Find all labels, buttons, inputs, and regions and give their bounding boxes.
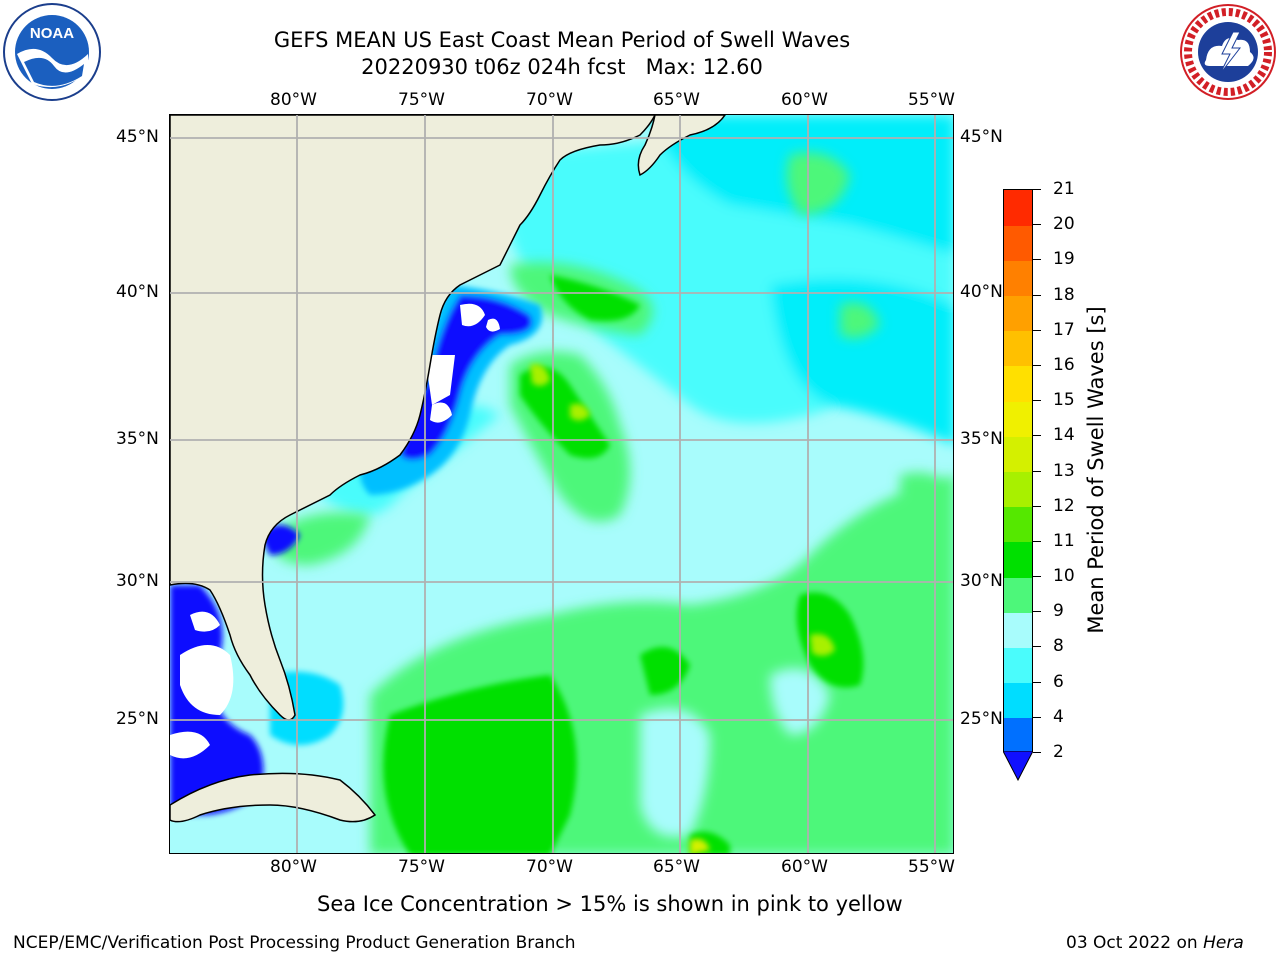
lon-label-bottom-55w: 55°W xyxy=(908,857,955,877)
swell-field-11-13s xyxy=(530,364,835,853)
colorbar-segment xyxy=(1004,330,1032,367)
lat-label-left-35n: 35°N xyxy=(116,429,159,449)
lon-label-top-55w: 55°W xyxy=(908,90,955,110)
colorbar-tick-label: 20 xyxy=(1053,214,1075,235)
colorbar-tick-label: 9 xyxy=(1053,601,1064,622)
sea-ice-note: Sea Ice Concentration > 15% is shown in … xyxy=(317,892,903,916)
colorbar-tick-label: 12 xyxy=(1053,495,1075,516)
colorbar-segment xyxy=(1004,260,1032,297)
lon-label-bottom-65w: 65°W xyxy=(653,857,700,877)
colorbar-tick xyxy=(1033,470,1041,472)
colorbar-tick xyxy=(1033,646,1041,648)
lat-label-left-30n: 30°N xyxy=(116,571,159,591)
lat-label-left-25n: 25°N xyxy=(116,709,159,729)
colorbar-segment xyxy=(1004,401,1032,437)
colorbar-segment xyxy=(1004,225,1032,261)
colorbar-tick-label: 6 xyxy=(1053,671,1064,692)
colorbar-label: Mean Period of Swell Waves [s] xyxy=(1084,306,1108,634)
colorbar-tick-label: 14 xyxy=(1053,425,1075,446)
colorbar-segment xyxy=(1004,647,1032,684)
lon-label-top-65w: 65°W xyxy=(653,90,700,110)
colorbar-tick xyxy=(1033,716,1041,718)
colorbar-tick xyxy=(1033,505,1041,507)
date-value: 03 Oct 2022 on xyxy=(1066,933,1204,953)
colorbar-segment xyxy=(1004,612,1032,648)
land-areas xyxy=(170,115,726,823)
colorbar-segment xyxy=(1004,577,1032,613)
colorbar-tick xyxy=(1033,259,1041,261)
colorbar-segment xyxy=(1004,506,1032,543)
no-data-areas xyxy=(170,303,500,759)
colorbar-tick xyxy=(1033,400,1041,402)
lon-label-bottom-60w: 60°W xyxy=(781,857,828,877)
colorbar-segment xyxy=(1004,190,1032,226)
colorbar-segment xyxy=(1004,471,1032,508)
colorbar-extend-low-arrow xyxy=(1003,751,1033,781)
colorbar-tick-label: 4 xyxy=(1053,706,1064,727)
date-text: 03 Oct 2022 on Hera xyxy=(1066,933,1244,953)
lat-label-right-45n: 45°N xyxy=(960,127,1003,147)
lat-label-right-40n: 40°N xyxy=(960,282,1003,302)
colorbar-tick xyxy=(1033,435,1041,437)
colorbar-tick-label: 11 xyxy=(1053,530,1075,551)
colorbar-tick xyxy=(1033,752,1041,753)
colorbar-segment xyxy=(1004,541,1032,578)
colorbar-segment xyxy=(1004,436,1032,472)
lat-label-right-35n: 35°N xyxy=(960,429,1003,449)
map-canvas xyxy=(170,115,953,853)
lon-label-bottom-70w: 70°W xyxy=(526,857,573,877)
colorbar-tick-label: 16 xyxy=(1053,354,1075,375)
credit-text: NCEP/EMC/Verification Post Processing Pr… xyxy=(13,933,576,953)
map-panel xyxy=(169,114,954,854)
noaa-logo: NOAA xyxy=(2,2,102,102)
colorbar-tick-label: 18 xyxy=(1053,284,1075,305)
colorbar-tick xyxy=(1033,681,1041,683)
lat-label-left-45n: 45°N xyxy=(116,127,159,147)
chart-title: GEFS MEAN US East Coast Mean Period of S… xyxy=(273,28,851,52)
colorbar-tick-label: 17 xyxy=(1053,319,1075,340)
colorbar-tick xyxy=(1033,364,1041,366)
lon-label-top-60w: 60°W xyxy=(781,90,828,110)
lat-label-left-40n: 40°N xyxy=(116,282,159,302)
graticule xyxy=(170,115,953,853)
colorbar-tick-label: 10 xyxy=(1053,566,1075,587)
colorbar-tick xyxy=(1033,294,1041,296)
chart-subtitle: 20220930 t06z 024h fcst Max: 12.60 xyxy=(361,55,763,79)
lat-label-right-30n: 30°N xyxy=(960,571,1003,591)
lon-label-bottom-75w: 75°W xyxy=(398,857,445,877)
colorbar-tick-label: 15 xyxy=(1053,390,1075,411)
colorbar-segment xyxy=(1004,365,1032,402)
colorbar-tick xyxy=(1033,611,1041,613)
colorbar-tick-label: 13 xyxy=(1053,460,1075,481)
colorbar-tick xyxy=(1033,540,1041,542)
svg-text:NOAA: NOAA xyxy=(30,25,74,42)
colorbar-tick-label: 2 xyxy=(1053,742,1064,762)
colorbar-tick xyxy=(1033,189,1041,190)
nws-logo xyxy=(1178,2,1278,102)
colorbar-tick-label: 19 xyxy=(1053,249,1075,270)
colorbar-segment xyxy=(1004,717,1032,754)
lon-label-top-75w: 75°W xyxy=(398,90,445,110)
host-name: Hera xyxy=(1203,933,1244,953)
colorbar-tick-label: 21 xyxy=(1053,179,1075,199)
colorbar-segment xyxy=(1004,682,1032,719)
swell-field-8-9s-patches xyxy=(640,668,830,837)
lat-label-right-25n: 25°N xyxy=(960,709,1003,729)
colorbar-tick xyxy=(1033,224,1041,226)
lon-label-top-80w: 80°W xyxy=(270,90,317,110)
colorbar xyxy=(1003,189,1033,754)
colorbar-tick xyxy=(1033,329,1041,331)
lon-label-top-70w: 70°W xyxy=(526,90,573,110)
lon-label-bottom-80w: 80°W xyxy=(270,857,317,877)
colorbar-segment xyxy=(1004,295,1032,332)
colorbar-tick xyxy=(1033,576,1041,578)
colorbar-tick-label: 8 xyxy=(1053,636,1064,657)
